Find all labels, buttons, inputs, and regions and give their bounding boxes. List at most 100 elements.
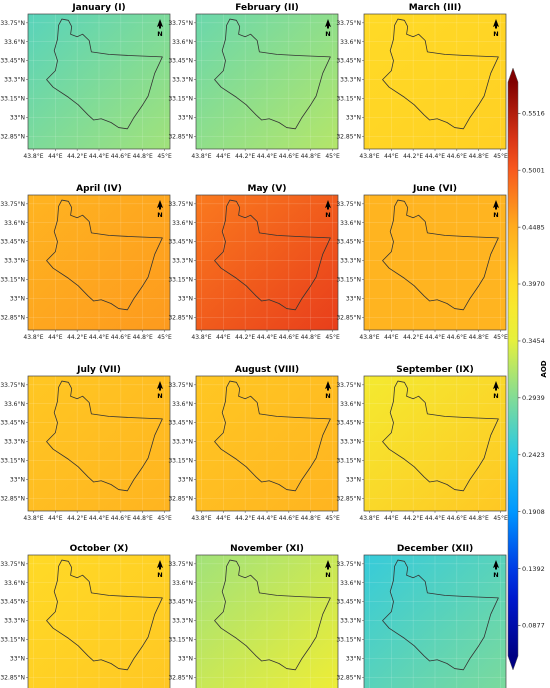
y-tick-label: 33.75°N bbox=[0, 382, 25, 389]
y-tick-label: 32.85°N bbox=[168, 674, 193, 681]
north-label: N bbox=[325, 392, 330, 400]
y-tick-label: 33.15°N bbox=[0, 637, 25, 644]
x-tick-label: 43.8°E bbox=[23, 153, 43, 160]
y-tick-label: 32.85°N bbox=[0, 314, 25, 321]
region-boundary bbox=[214, 380, 331, 492]
panel-3: March (III) N 43.8°E 44°E 44.2°E 44.4°E 44.6°E… bbox=[336, 3, 508, 160]
north-arrow-icon: N bbox=[325, 200, 331, 219]
y-tick-label: 33.45°N bbox=[336, 599, 361, 606]
panel-title: January (I) bbox=[71, 3, 125, 13]
colorbar-label: AOD bbox=[540, 360, 548, 377]
region-boundary bbox=[46, 559, 163, 671]
y-tick-label: 33.15°N bbox=[168, 637, 193, 644]
y-tick-label: 33°N bbox=[178, 295, 193, 302]
colorbar-tick-label: 0.2423 bbox=[522, 451, 545, 459]
north-arrow-icon: N bbox=[325, 19, 331, 38]
y-tick-label: 32.85°N bbox=[0, 674, 25, 681]
region-boundary bbox=[382, 18, 499, 130]
y-tick-label: 33.75°N bbox=[0, 201, 25, 208]
x-tick-label: 44.8°E bbox=[301, 515, 321, 522]
y-tick-label: 33.6°N bbox=[172, 220, 193, 227]
y-tick-label: 33.6°N bbox=[172, 401, 193, 408]
x-tick-label: 44.6°E bbox=[111, 515, 131, 522]
aod-field bbox=[28, 14, 170, 149]
x-tick-label: 45°E bbox=[157, 515, 172, 522]
y-tick-label: 33.45°N bbox=[168, 420, 193, 427]
colorbar-tick-label: 0.4485 bbox=[522, 223, 545, 231]
y-tick-label: 33°N bbox=[10, 295, 25, 302]
y-tick-label: 33.15°N bbox=[336, 96, 361, 103]
panel-title: September (IX) bbox=[396, 365, 473, 375]
region-boundary bbox=[46, 199, 163, 311]
y-tick-label: 33.75°N bbox=[168, 561, 193, 568]
aod-field bbox=[28, 376, 170, 511]
x-tick-label: 43.8°E bbox=[191, 334, 211, 341]
x-tick-label: 43.8°E bbox=[359, 515, 379, 522]
x-tick-label: 44.4°E bbox=[425, 334, 445, 341]
x-tick-label: 44°E bbox=[384, 153, 399, 160]
x-tick-label: 44.6°E bbox=[279, 334, 299, 341]
panel-6: June (VI) N 43.8°E 44°E 44.2°E 44.4°E 44.6°E 44… bbox=[336, 184, 508, 341]
x-tick-label: 45°E bbox=[493, 153, 508, 160]
y-tick-label: 33.15°N bbox=[168, 277, 193, 284]
panel-title: October (X) bbox=[70, 544, 129, 554]
y-tick-label: 32.85°N bbox=[336, 314, 361, 321]
panel-11: November (XI)N43.8°E44°E44.2°E44.4°E44.6… bbox=[168, 544, 339, 688]
y-tick-label: 33.45°N bbox=[336, 420, 361, 427]
y-tick-label: 32.85°N bbox=[168, 314, 193, 321]
x-tick-label: 44.4°E bbox=[257, 515, 277, 522]
x-tick-label: 43.8°E bbox=[191, 153, 211, 160]
y-tick-label: 33°N bbox=[346, 114, 361, 121]
colorbar-max-extend bbox=[508, 68, 518, 82]
x-tick-label: 44.6°E bbox=[447, 334, 467, 341]
x-tick-label: 44.2°E bbox=[67, 515, 87, 522]
panel-title: April (IV) bbox=[76, 184, 122, 194]
north-label: N bbox=[493, 571, 498, 579]
aod-field bbox=[364, 555, 506, 688]
x-tick-label: 44.4°E bbox=[89, 153, 109, 160]
x-tick-label: 44.2°E bbox=[403, 515, 423, 522]
y-tick-label: 33.6°N bbox=[4, 580, 25, 587]
y-tick-label: 33.75°N bbox=[336, 201, 361, 208]
y-tick-label: 33.45°N bbox=[0, 599, 25, 606]
y-tick-label: 32.85°N bbox=[168, 495, 193, 502]
panel-5: May (V) N 43.8°E 44°E 44.2°E 44.4°E 44.6°E 44.8… bbox=[168, 184, 340, 341]
y-tick-label: 33°N bbox=[10, 655, 25, 662]
aod-field bbox=[28, 555, 170, 688]
x-tick-label: 44°E bbox=[48, 153, 63, 160]
y-tick-label: 32.85°N bbox=[336, 133, 361, 140]
y-tick-label: 33.75°N bbox=[336, 20, 361, 27]
y-tick-label: 33.45°N bbox=[0, 420, 25, 427]
x-tick-label: 44.4°E bbox=[425, 153, 445, 160]
y-tick-label: 33.75°N bbox=[0, 20, 25, 27]
y-tick-label: 33.75°N bbox=[336, 561, 361, 568]
x-tick-label: 45°E bbox=[325, 334, 340, 341]
region-boundary bbox=[382, 199, 499, 311]
north-arrow-icon: N bbox=[493, 200, 499, 219]
north-arrow-icon: N bbox=[493, 560, 499, 579]
x-tick-label: 45°E bbox=[325, 515, 340, 522]
y-tick-label: 33.3°N bbox=[172, 618, 193, 625]
panel-1: January (I) N 43.8°E 44°E 44.2°E 44.4°E 44.6°E… bbox=[0, 3, 172, 160]
y-tick-label: 33.15°N bbox=[336, 637, 361, 644]
x-tick-label: 44.4°E bbox=[257, 153, 277, 160]
x-tick-label: 44.6°E bbox=[279, 515, 299, 522]
x-tick-label: 45°E bbox=[493, 515, 508, 522]
x-tick-label: 45°E bbox=[493, 334, 508, 341]
y-tick-label: 32.85°N bbox=[168, 133, 193, 140]
panel-title: June (VI) bbox=[412, 184, 457, 194]
panel-title: August (VIII) bbox=[235, 365, 299, 375]
aod-field bbox=[196, 195, 338, 330]
panel-7: July (VII)N43.8°E 44°E 44.2°E 44.4°E 44.6°E 4… bbox=[0, 365, 172, 522]
north-arrow-icon: N bbox=[157, 381, 163, 400]
north-label: N bbox=[493, 392, 498, 400]
y-tick-label: 33.3°N bbox=[172, 439, 193, 446]
y-tick-label: 32.85°N bbox=[0, 495, 25, 502]
y-tick-label: 33°N bbox=[178, 476, 193, 483]
y-tick-label: 33°N bbox=[10, 114, 25, 121]
x-tick-label: 44.8°E bbox=[133, 153, 153, 160]
y-tick-label: 33.3°N bbox=[172, 258, 193, 265]
y-tick-label: 33.6°N bbox=[172, 580, 193, 587]
x-tick-label: 43.8°E bbox=[23, 334, 43, 341]
y-tick-label: 32.85°N bbox=[336, 674, 361, 681]
